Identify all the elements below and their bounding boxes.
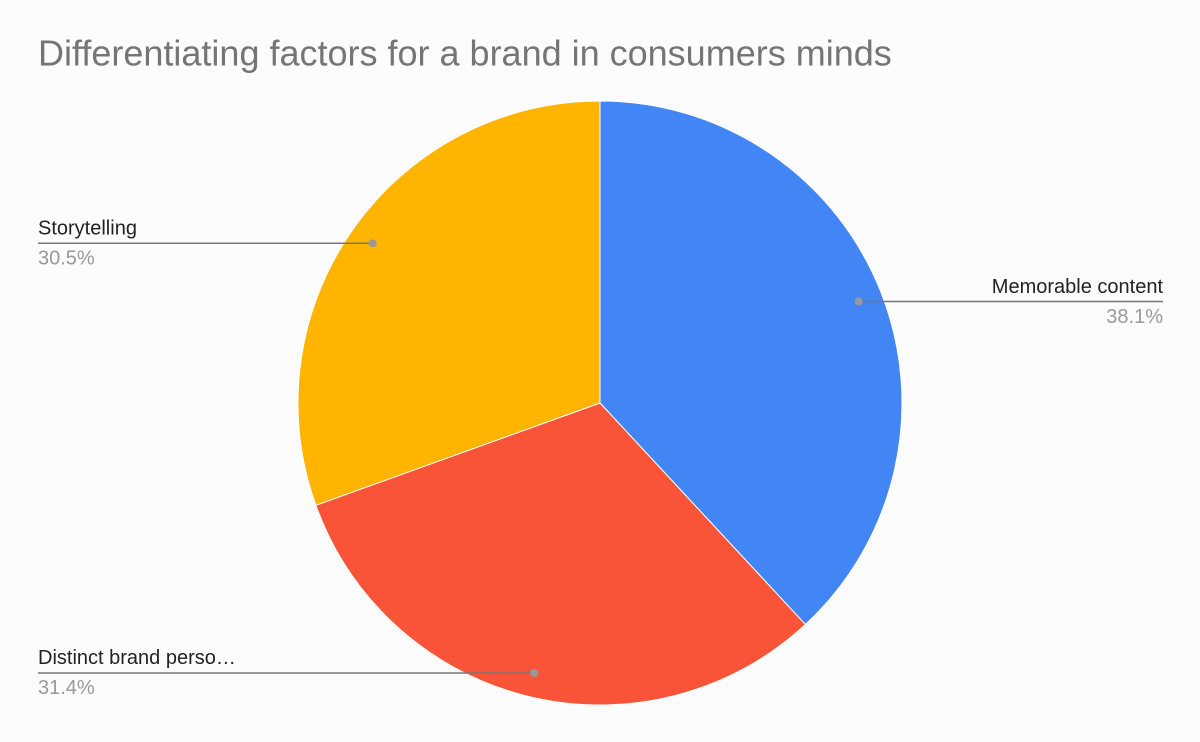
pie-slice bbox=[315, 402, 807, 706]
leader-dot bbox=[530, 668, 539, 677]
pie-slice bbox=[297, 100, 601, 506]
slice-label: Storytelling bbox=[38, 218, 137, 240]
slice-label: Distinct brand perso… bbox=[38, 647, 236, 669]
slice-value: 38.1% bbox=[1106, 306, 1163, 328]
slice-label: Memorable content bbox=[992, 276, 1164, 298]
leader-dot bbox=[368, 239, 377, 248]
chart-title: Differentiating factors for a brand in c… bbox=[38, 33, 892, 74]
leader-dot bbox=[854, 297, 863, 306]
pie-slice bbox=[599, 100, 903, 626]
slice-value: 30.5% bbox=[38, 248, 95, 270]
slice-value: 31.4% bbox=[38, 677, 95, 699]
